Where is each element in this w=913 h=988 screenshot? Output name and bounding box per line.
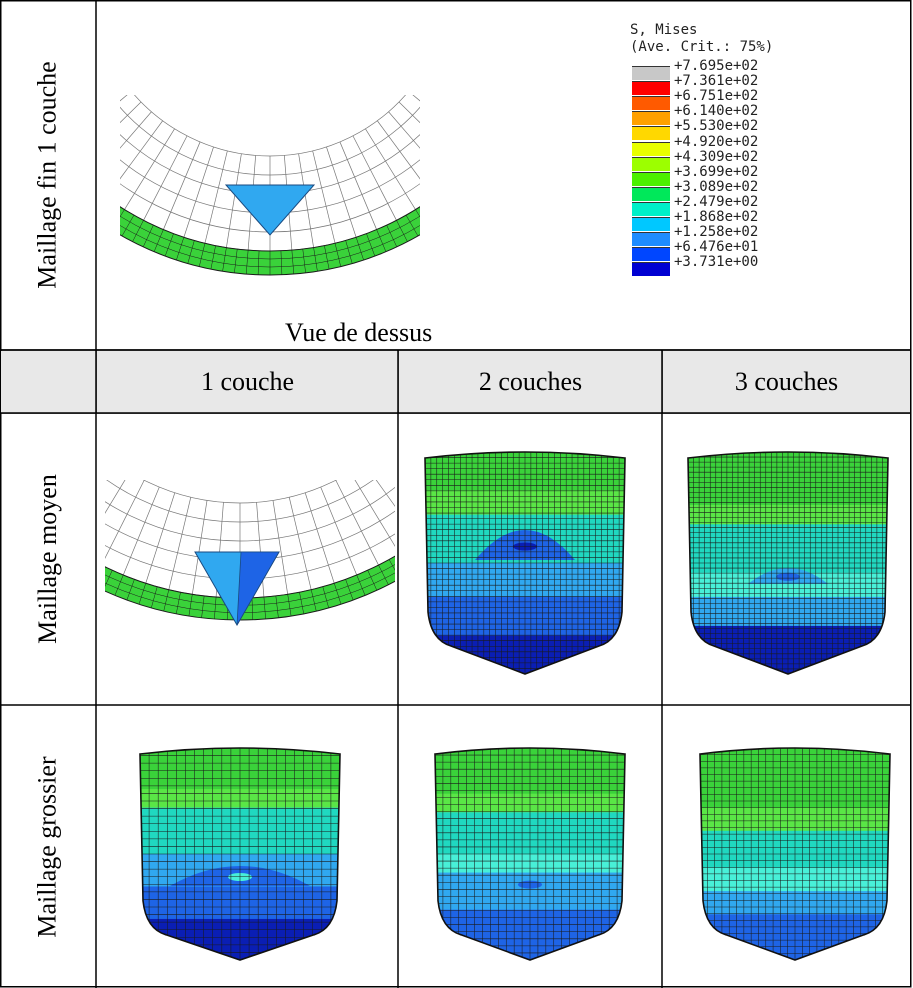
legend-tick-label: +3.089e+02 (674, 178, 759, 195)
shell-outline (424, 451, 626, 675)
shell-mesh (424, 451, 626, 675)
col-header-2: 2 couches (399, 351, 662, 413)
coarse-mesh-3-layers-figure (699, 747, 891, 961)
legend-swatch (632, 126, 670, 141)
col-header-1: 1 couche (97, 351, 398, 413)
shell-mesh (139, 747, 341, 961)
legend-swatch (632, 66, 670, 80)
legend-swatch (632, 247, 670, 262)
shell-mesh (434, 747, 626, 961)
legend-swatch (632, 262, 670, 277)
shell-mesh (699, 747, 891, 961)
header-corner (1, 351, 96, 413)
row-label-coarse-text: Maillage grossier (33, 755, 63, 938)
coarse-mesh-2-layers-figure (434, 747, 626, 961)
legend-tick-label: +6.751e+02 (674, 88, 759, 105)
row-label-medium: Maillage moyen (0, 413, 96, 705)
legend-tick-label: +3.731e+00 (674, 254, 759, 271)
col-header-3: 3 couches (663, 351, 910, 413)
legend-swatch (632, 81, 670, 96)
row-label-coarse: Maillage grossier (0, 705, 96, 988)
legend-tick-label: +2.479e+02 (674, 193, 759, 210)
legend-tick-label: +1.868e+02 (674, 209, 759, 225)
shell-outline (687, 451, 889, 675)
legend-swatch (632, 141, 670, 156)
col-header-3-text: 3 couches (734, 367, 839, 396)
legend-swatch (632, 111, 670, 126)
medium-mesh-3-layers-figure (687, 451, 889, 675)
shell-outline (434, 747, 626, 961)
col-header-2-text: 2 couches (478, 367, 583, 396)
legend-swatch (632, 171, 670, 186)
legend-swatch (632, 156, 670, 171)
medium-mesh-1-layer-figure (105, 480, 395, 627)
legend-tick-label: +1.258e+02 (674, 224, 759, 241)
legend-tick-label: +4.309e+02 (674, 148, 759, 165)
stress-band (120, 206, 420, 276)
col-header-1-text: 1 couche (200, 367, 295, 396)
legend-swatch (632, 232, 670, 247)
legend-swatch (632, 186, 670, 201)
row-label-medium-text: Maillage moyen (33, 474, 62, 644)
shell-mesh (687, 451, 889, 675)
shell-outline (699, 747, 891, 961)
legend-tick-label: +7.361e+02 (674, 73, 759, 90)
legend-swatch (632, 217, 670, 231)
legend-tick-label: +3.699e+02 (674, 163, 759, 180)
top-view-caption: Vue de dessus (285, 318, 433, 347)
legend-tick-label: +7.695e+02 (674, 58, 759, 74)
arc-mesh (105, 480, 395, 627)
legend-subtitle: (Ave. Crit.: 75%) (630, 39, 774, 55)
stress-band (105, 555, 395, 621)
medium-mesh-2-layers-figure (424, 451, 626, 675)
legend-tick-label: +5.530e+02 (674, 118, 759, 135)
shell-outline (139, 747, 341, 961)
legend-tick-label: +4.920e+02 (674, 133, 759, 150)
coarse-mesh-1-layer-figure (139, 747, 341, 961)
legend-swatch (632, 96, 670, 111)
legend-tick-label: +6.140e+02 (674, 103, 759, 120)
legend-tick-label: +6.476e+01 (674, 239, 759, 256)
legend-swatch (632, 201, 670, 216)
indenter-wedge (224, 184, 316, 236)
stress-legend: S, Mises (Ave. Crit.: 75%) +7.695e+02 +7.… (630, 22, 850, 322)
indenter-wedge-shade (236, 551, 280, 626)
arc-mesh (120, 95, 420, 276)
legend-title: S, Mises (630, 22, 698, 38)
fine-mesh-arc-figure (120, 95, 420, 276)
